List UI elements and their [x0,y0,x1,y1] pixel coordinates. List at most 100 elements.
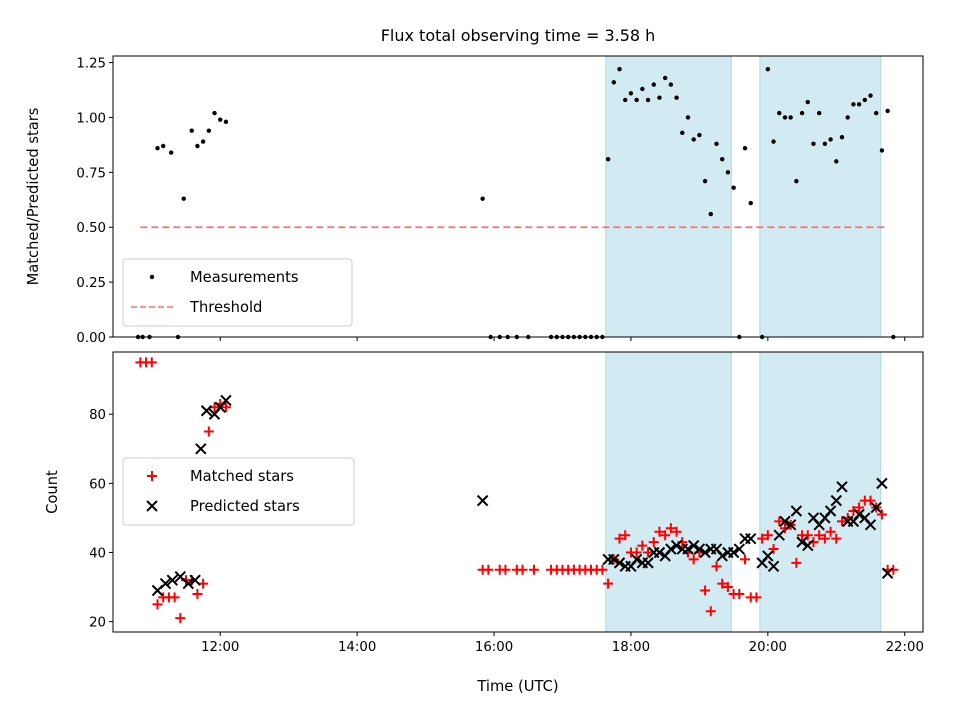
predicted-stars-point [881,567,894,579]
matched-stars-point [192,588,203,599]
matched-stars-point [751,592,762,603]
matched-stars-point [814,530,825,541]
measurements-point [822,141,828,147]
predicted-stars-point [836,481,848,493]
y-tick-label-0-25: 0.25 [76,276,106,291]
measurements-point [856,102,862,107]
observing-window-2 [759,351,882,633]
matched-stars-point [837,516,847,527]
measurements-point [223,119,229,125]
measurements-point [160,143,166,149]
matched-stars-point [660,530,671,541]
predicted-stars-point [853,508,865,521]
predicted-stars-point [802,539,814,552]
matched-stars-point [517,564,528,575]
measurements-point [218,117,223,122]
ratio-panel: 0.00 0.25 0.50 0.75 1.00 1.25 Flux total obse… [25,26,924,346]
legend-label-measurements: Measurements [190,269,299,286]
measurements-point [771,139,776,144]
count-y-axis-label: Count [44,470,61,514]
measurements-point [885,108,890,114]
y-tick-label-0-75: 0.75 [76,166,106,181]
matched-stars-point [711,561,722,572]
measurements-point [628,91,634,96]
measurements-point [657,95,662,100]
predicted-stars-point [830,494,843,507]
measurements-point [845,115,850,120]
predicted-stars-point [767,560,780,573]
measurements-point [640,86,645,92]
predicted-stars-point [200,405,213,417]
measurements-point [851,102,856,107]
measurements-point [685,115,691,120]
matched-stars-point [631,547,642,558]
matched-stars-point [169,592,180,603]
predicted-stars-point [870,501,882,514]
measurements-point [155,146,160,151]
measurements-point [697,132,702,138]
matched-stars-point [700,585,711,596]
matched-stars-point [831,533,842,544]
predicted-stars-point [189,574,201,586]
matched-stars-point [705,606,716,617]
predicted-stars-point [733,543,746,555]
matched-stars-point [146,357,157,368]
measurements-point [651,82,656,87]
measurements-point [662,75,668,81]
matched-stars-point [791,557,802,568]
measurements-point [212,110,217,116]
measurements-point [680,130,685,136]
y-tick-label-1-25: 1.25 [76,57,106,72]
measurements-point [714,141,719,147]
matched-stars-point [865,495,876,506]
y-tick-label-40: 40 [89,546,106,561]
matched-stars-point [757,533,768,544]
measurements-point [794,178,799,184]
matched-stars-point [688,554,699,565]
matched-stars-point [665,523,676,534]
measurements-point [623,97,628,103]
legend-marker-matched-stars [147,471,157,481]
measurements-point [708,211,714,217]
measurements-point [868,93,873,98]
matched-stars-point [768,544,779,555]
measurements-point [605,156,611,162]
measurements-point [788,115,793,120]
measurements-point [181,196,186,201]
matched-stars-point [734,588,745,599]
predicted-stars-point [642,557,654,569]
measurements-point [765,66,771,72]
y-tick-label-60: 60 [89,477,106,492]
ratio-panel-frame [112,55,924,338]
measurements-point [862,97,868,103]
predicted-stars-point [790,505,803,517]
legend-marker-predicted-stars [146,500,158,512]
legend-label-matched-stars: Matched stars [190,468,294,485]
y-tick-label-1-00: 1.00 [76,111,106,126]
y-tick-label-80: 80 [89,408,106,423]
chart-title: Flux total observing time = 3.58 h [381,26,656,45]
matched-stars-point [643,547,654,558]
x-tick-label-12-00: 12:00 [201,640,239,655]
predicted-stars-point [824,505,837,517]
matched-stars-point [637,540,648,551]
measurements-point [805,99,810,105]
predicted-stars-point [796,536,808,548]
measurements-point [480,196,485,201]
predicted-stars-point [699,546,711,559]
measurements-point [200,139,206,144]
predicted-stars-point [716,550,728,562]
matched-stars-point [740,554,751,565]
measurements-point [725,170,731,175]
legend-label-predicted-stars: Predicted stars [190,498,300,515]
measurements-point [731,185,736,190]
measurements-point [742,146,748,151]
matched-stars-point [762,530,773,541]
ratio-legend-box [122,258,353,327]
observing-window-1 [605,351,732,633]
measurements-point [834,159,839,164]
observing-window-2 [759,55,882,338]
matched-stars-point [597,564,608,575]
predicted-stars-point [653,546,666,559]
